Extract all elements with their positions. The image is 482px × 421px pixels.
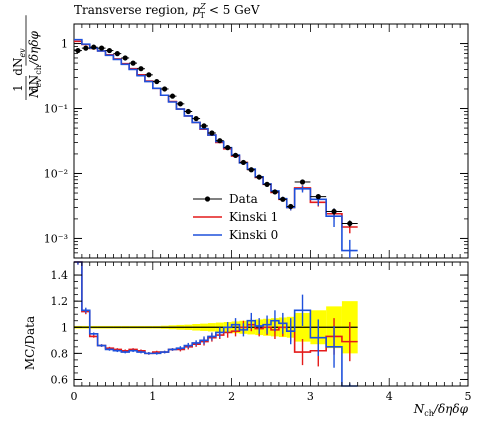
ratio-ytick-label: 1	[61, 321, 68, 334]
data-point	[91, 44, 97, 50]
ratio-panel: 0.6 0.8 1 1.2 1.4 0 1 2 3 4 5	[51, 261, 472, 403]
main-ytick-label: 1	[61, 38, 68, 51]
ratio-series-group	[74, 261, 358, 387]
ylabel-fraction-numerator: dNev	[11, 48, 27, 76]
data-point	[98, 45, 105, 51]
ylabel-fraction-denominator: dNch/δηδφ	[27, 30, 43, 93]
data-point	[138, 66, 144, 72]
data-point	[114, 51, 120, 57]
data-point	[177, 101, 183, 107]
legend-label-data: Data	[229, 192, 258, 206]
data-point	[154, 78, 160, 85]
data-point	[331, 208, 337, 215]
main-ytick-label: 10⁻³	[44, 232, 68, 245]
ylabel-num-dN: dN	[11, 58, 25, 76]
data-point	[209, 130, 215, 136]
main-y-axis-label: 1 Nev dNev dNch/δηδφ	[11, 15, 43, 100]
data-point	[347, 220, 353, 227]
xlabel-rest: /δηδφ	[433, 402, 469, 416]
data-point	[185, 108, 191, 115]
ratio-ytick-label: 1.4	[51, 269, 69, 282]
data-point	[122, 55, 128, 61]
data-point	[232, 152, 239, 158]
legend-label-kinski-1: Kinski 1	[229, 210, 278, 224]
ratio-xtick-label: 2	[228, 390, 235, 403]
data-point	[240, 159, 247, 166]
main-y-axis: 1 10⁻¹ 10⁻² 10⁻³	[44, 23, 468, 259]
data-point	[75, 47, 81, 54]
ratio-xtick-label: 0	[71, 390, 78, 403]
ratio-xtick-label: 3	[307, 390, 314, 403]
legend: Data Kinski 1 Kinski 0	[193, 192, 278, 242]
data-point	[193, 115, 199, 122]
data-point	[106, 47, 113, 54]
kinski-0-histogram	[74, 38, 358, 252]
main-panel: 1 10⁻¹ 10⁻² 10⁻³	[44, 23, 469, 259]
ratio-xtick-label: 5	[465, 390, 472, 403]
ylabel-prefactor-denominator: Nev	[27, 78, 43, 99]
ylabel-den-N: N	[27, 87, 41, 99]
title-pT-sup: Z	[199, 2, 206, 11]
title-main: Transverse region,	[74, 3, 192, 17]
kinski-0-ratio-histogram	[74, 261, 358, 387]
data-point	[248, 167, 254, 173]
main-ytick-label: 10⁻²	[44, 167, 68, 180]
ratio-xtick-label: 4	[386, 390, 393, 403]
ratio-y-axis: 0.6 0.8 1 1.2 1.4	[51, 269, 468, 386]
ylabel-den-sub: ev	[34, 78, 43, 88]
main-series-group	[74, 38, 358, 258]
xlabel-sub: ch	[424, 409, 434, 418]
data-point	[280, 196, 286, 202]
data-point	[130, 60, 136, 66]
data-point	[201, 123, 207, 129]
data-point	[217, 138, 223, 144]
main-x-axis	[73, 24, 469, 258]
title-pT: p	[192, 3, 200, 17]
ratio-ytick-label: 0.6	[51, 373, 69, 386]
ratio-ytick-label: 1.2	[51, 295, 69, 308]
x-axis-label: Nch/δηδφ	[413, 402, 469, 418]
ylabel-num-sub: ev	[18, 48, 27, 58]
data-point	[169, 93, 176, 99]
ylabel-den-rest: /δηδφ	[27, 30, 41, 66]
legend-label-kinski-0: Kinski 0	[229, 228, 278, 242]
data-point	[288, 203, 294, 210]
xlabel-N: N	[413, 402, 425, 416]
data-point	[299, 179, 306, 185]
data-point	[315, 194, 321, 200]
data-point	[146, 72, 152, 78]
ratio-xtick-label: 1	[149, 390, 156, 403]
data-point	[264, 181, 270, 187]
legend-marker-data	[204, 196, 211, 202]
plot-title: Transverse region, pZ T < 5 GeV	[74, 2, 260, 20]
title-cut: < 5 GeV	[205, 3, 260, 17]
ratio-ytick-label: 0.8	[51, 347, 69, 360]
data-point	[272, 189, 278, 195]
main-ytick-label: 10⁻¹	[44, 103, 68, 116]
data-point	[162, 86, 168, 92]
ylabel-den-dN: dN	[27, 75, 41, 93]
data-point	[256, 174, 262, 180]
ylabel-prefactor-numerator: 1	[11, 84, 25, 92]
data-point	[225, 145, 231, 151]
title-pT-sub: T	[200, 11, 206, 20]
ratio-y-axis-label: MC/Data	[23, 316, 37, 370]
ratio-x-axis: 0 1 2 3 4 5	[71, 262, 472, 403]
data-point	[83, 45, 89, 51]
ylabel-den-ch: ch	[34, 65, 43, 75]
